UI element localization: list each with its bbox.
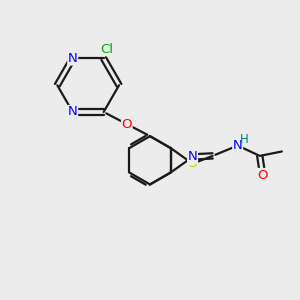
Text: Cl: Cl [100, 43, 113, 56]
Text: H: H [240, 133, 248, 146]
Text: N: N [233, 139, 242, 152]
Text: N: N [188, 150, 197, 164]
Text: O: O [257, 169, 268, 182]
Text: O: O [122, 118, 132, 130]
Text: S: S [188, 157, 197, 170]
Text: N: N [68, 106, 78, 118]
Text: N: N [68, 52, 78, 65]
